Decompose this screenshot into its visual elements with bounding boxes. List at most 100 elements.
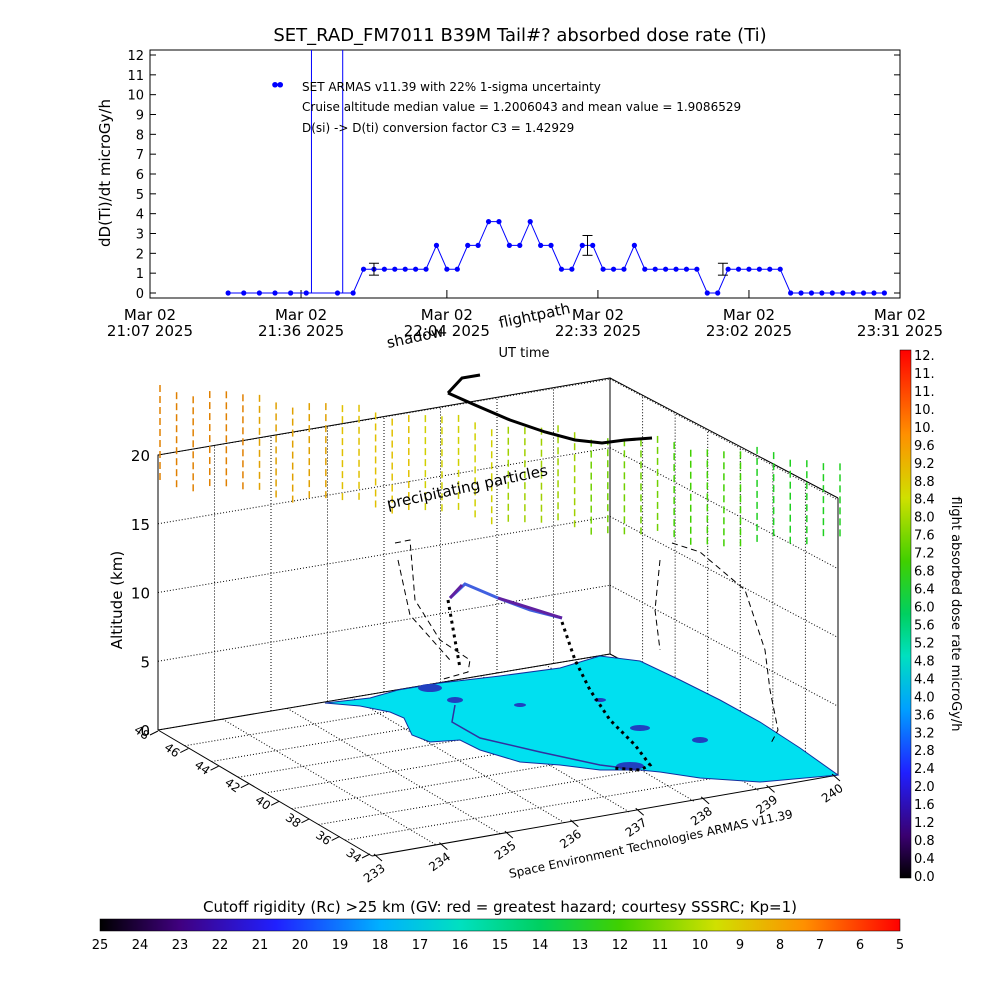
- x-axis-label: UT time: [499, 346, 550, 361]
- data-point: [475, 242, 481, 248]
- data-point: [663, 266, 669, 272]
- rigidity-colorbar-tick: 5: [896, 938, 904, 953]
- rigidity-colorbar-tick: 21: [252, 938, 269, 953]
- dose-colorbar-tick: 6.0: [914, 601, 935, 616]
- data-point: [829, 290, 835, 296]
- dose-colorbar-tick: 1.6: [914, 798, 935, 813]
- data-point: [538, 242, 544, 248]
- data-point: [735, 266, 742, 272]
- lat-tick-mark: [180, 748, 189, 754]
- lon-tick-mark: [569, 819, 579, 828]
- data-point: [360, 266, 367, 272]
- data-point: [288, 290, 294, 296]
- data-point: [610, 266, 617, 272]
- alt-gridline-side: [609, 584, 839, 707]
- series-line: [228, 220, 885, 294]
- rigidity-colorbar-tick: 13: [572, 938, 589, 953]
- rigidity-colorbar-tick: 11: [652, 938, 669, 953]
- lat-tick-mark: [149, 730, 159, 736]
- altitude-axis-label: Altitude (km): [108, 551, 126, 649]
- back-wall-right-edge: [609, 377, 839, 499]
- dose-colorbar-tick: 11.: [914, 367, 935, 382]
- flightpath-cruise-purple: [448, 583, 563, 620]
- longitude-ticks: 233 234 235 236 237 238 239 240: [361, 773, 846, 886]
- dose-colorbar-ticks: 12. 11. 11. 10. 10. 9.6 9.2 8.8 8.4 8.0 7.6 7.2 6.8 6…: [914, 349, 935, 885]
- data-point: [621, 266, 627, 272]
- x-tick-time: 22:04 2025: [404, 322, 490, 340]
- alt-gridline-back: [157, 447, 611, 525]
- data-point: [225, 290, 231, 296]
- alt-gridline-back: [157, 516, 611, 593]
- rigidity-colorbar-tick: 25: [92, 938, 109, 953]
- alt-gridline-back: [157, 584, 611, 662]
- x-tick-time: 23:02 2025: [706, 322, 792, 340]
- data-point: [256, 290, 262, 296]
- dose-colorbar-tick: 8.0: [914, 511, 935, 526]
- lon-tick-mark: [766, 785, 775, 793]
- lat-tick-label: 36: [313, 828, 334, 848]
- rigidity-colorbar-tick: 18: [372, 938, 389, 953]
- rigidity-colorbar-tick: 14: [532, 938, 549, 953]
- dose-colorbar: [899, 349, 912, 879]
- y-tick-label: 10: [127, 89, 144, 104]
- data-point: [725, 266, 731, 272]
- y-tick-label: 12: [127, 49, 144, 64]
- lon-tick-label: 236: [557, 827, 584, 852]
- dose-colorbar-tick: 4.0: [914, 690, 935, 705]
- dose-colorbar-tick: 12.: [914, 349, 935, 364]
- data-point: [381, 266, 387, 272]
- rigidity-colorbar: [99, 918, 901, 932]
- alt-gridline-back: [157, 378, 611, 456]
- y-tick-label: 3: [136, 228, 144, 243]
- rigidity-colorbar-tick: 17: [412, 938, 429, 953]
- lon-tick-label: 233: [361, 861, 388, 886]
- flightpath-descent-dots: [560, 621, 653, 772]
- dose-colorbar-tick: 0.8: [914, 834, 935, 849]
- lon-tick-mark: [439, 842, 448, 850]
- lat-tick-mark: [361, 853, 371, 859]
- annotation-cruise-stats: Cruise altitude median value = 1.2006043…: [302, 100, 741, 114]
- rigidity-colorbar-title: Cutoff rigidity (Rc) >25 km (GV: red = g…: [203, 898, 797, 916]
- altitude-tick-label: 10: [131, 585, 150, 603]
- lon-tick-mark: [635, 807, 645, 816]
- lat-tick-mark: [210, 765, 219, 771]
- data-point: [465, 242, 471, 248]
- lat-tick-label: 46: [162, 740, 183, 760]
- data-point: [517, 242, 523, 248]
- dose-colorbar-tick: 4.8: [914, 654, 935, 669]
- lat-tick-mark: [331, 835, 340, 841]
- y-tick-label: 6: [136, 168, 144, 183]
- x-tick-date: Mar 02: [572, 306, 624, 324]
- lon-tick-label: 240: [819, 781, 846, 806]
- dose-colorbar-tick: 9.2: [914, 457, 935, 472]
- ground-track-shadow: [451, 704, 641, 771]
- dose-colorbar-tick: 10.: [914, 421, 935, 436]
- rigidity-colorbar-tick: 7: [816, 938, 824, 953]
- data-point: [694, 266, 700, 272]
- data-point: [683, 266, 690, 272]
- dose-colorbar-tick: 0.0: [914, 870, 935, 885]
- data-point: [241, 290, 247, 296]
- data-point: [767, 266, 773, 272]
- annotation-armas-version: SET ARMAS v11.39 with 22% 1-sigma uncert…: [302, 80, 601, 94]
- dose-colorbar-tick: 6.4: [914, 583, 935, 598]
- rigidity-colorbar-tick: 10: [692, 938, 709, 953]
- alt-gridline-side: [609, 378, 839, 501]
- data-point: [756, 266, 762, 272]
- data-point: [548, 242, 554, 248]
- data-point: [600, 266, 606, 272]
- dose-colorbar-tick: 2.8: [914, 744, 935, 759]
- flightpath-top-shadow: [446, 373, 653, 445]
- shadow-projection-right: [654, 542, 779, 746]
- dose-colorbar-tick: 4.4: [914, 672, 935, 687]
- y-tick-label: 1: [136, 267, 144, 282]
- lat-tick-mark: [240, 783, 250, 789]
- outlier-point: [277, 81, 284, 88]
- data-point: [840, 290, 846, 296]
- data-point: [808, 290, 815, 296]
- data-point: [590, 242, 596, 248]
- data-point: [527, 219, 533, 225]
- data-point: [579, 242, 585, 248]
